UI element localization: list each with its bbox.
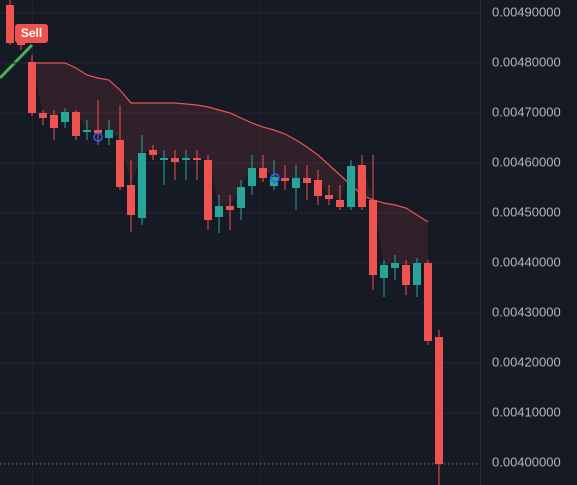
candle-body xyxy=(292,178,300,188)
candle-body xyxy=(402,265,410,285)
candle-body xyxy=(182,158,190,160)
band-area xyxy=(32,62,428,265)
y-tick-label: 0.00480000 xyxy=(492,54,561,69)
y-tick-label: 0.00470000 xyxy=(492,104,561,119)
candle-body xyxy=(171,158,179,162)
y-tick-label: 0.00410000 xyxy=(492,404,561,419)
trend-arrow xyxy=(0,43,34,80)
candle-body xyxy=(28,62,36,113)
candle-body xyxy=(127,185,135,215)
candle-body xyxy=(226,206,234,210)
candle-body xyxy=(391,263,399,268)
candle-body xyxy=(39,113,47,118)
candle-body xyxy=(116,140,124,187)
candle-body xyxy=(105,130,113,138)
candle-body xyxy=(94,130,102,133)
candle-body xyxy=(204,160,212,220)
y-tick-label: 0.00490000 xyxy=(492,4,561,19)
candle-body xyxy=(336,200,344,207)
candle-body xyxy=(50,115,58,128)
candle-body xyxy=(380,265,388,278)
candle-body xyxy=(303,178,311,183)
candle-body xyxy=(259,168,267,178)
candle-body xyxy=(369,200,377,275)
y-tick-label: 0.00420000 xyxy=(492,354,561,369)
candle-body xyxy=(325,195,333,199)
candle-body xyxy=(61,112,69,122)
y-tick-label: 0.00430000 xyxy=(492,304,561,319)
candle-body xyxy=(149,150,157,155)
candle-body xyxy=(314,180,322,196)
candle-body xyxy=(215,206,223,217)
y-tick-label: 0.00460000 xyxy=(492,154,561,169)
candle-body xyxy=(248,168,256,186)
annotation-box xyxy=(15,24,48,43)
candle-body xyxy=(413,263,421,285)
candle-body xyxy=(193,158,201,160)
candle-body xyxy=(435,337,443,464)
annotation-label: Sell xyxy=(21,26,42,40)
y-tick-label: 0.00400000 xyxy=(492,454,561,469)
y-tick-label: 0.00440000 xyxy=(492,254,561,269)
candle-body xyxy=(237,187,245,208)
candle-body xyxy=(358,165,366,207)
candle-body xyxy=(281,178,289,181)
candle-body xyxy=(72,112,80,136)
signal-marker xyxy=(93,132,103,142)
candle-body xyxy=(424,263,432,341)
candle-body xyxy=(160,158,168,160)
candle-body xyxy=(83,130,91,132)
candle-body xyxy=(138,153,146,218)
candle-body xyxy=(6,5,14,43)
signal-marker xyxy=(270,173,280,183)
y-tick-label: 0.00450000 xyxy=(492,204,561,219)
candle-body xyxy=(347,166,355,207)
